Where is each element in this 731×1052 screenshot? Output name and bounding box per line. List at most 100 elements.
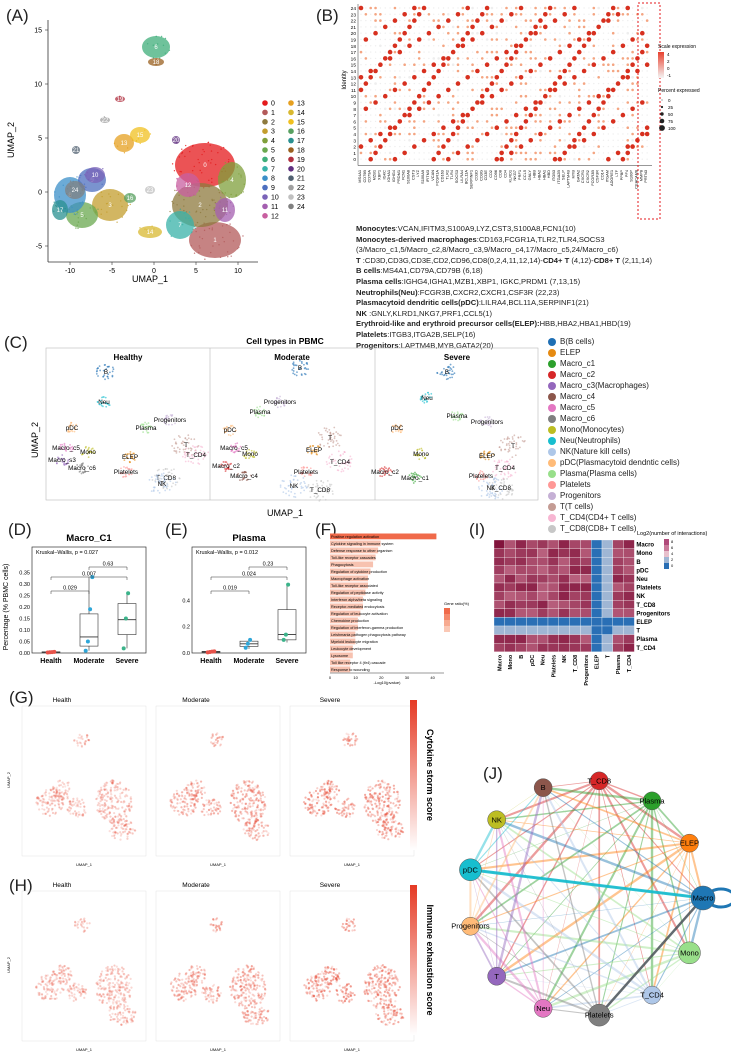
score-point bbox=[367, 799, 371, 802]
score-point bbox=[257, 790, 261, 793]
score-point bbox=[111, 779, 114, 782]
score-point bbox=[103, 801, 106, 805]
expression-dot bbox=[370, 26, 372, 28]
celltype-point bbox=[328, 428, 331, 431]
expression-dot bbox=[442, 120, 445, 123]
celltype-point bbox=[386, 471, 389, 473]
cluster-cell-point bbox=[176, 142, 178, 144]
cluster-cell-point bbox=[198, 245, 200, 247]
celltype-label: Macro_c6 bbox=[68, 465, 96, 472]
celltype-point bbox=[494, 492, 496, 495]
expression-dot bbox=[452, 19, 454, 22]
score-point bbox=[100, 812, 103, 816]
heatmap-cell bbox=[591, 634, 603, 644]
expression-dot bbox=[496, 63, 498, 66]
expression-dot bbox=[500, 127, 503, 129]
expression-dot bbox=[374, 25, 377, 29]
expression-dot bbox=[379, 95, 382, 97]
score-point bbox=[83, 810, 86, 813]
celltype-point bbox=[61, 454, 64, 456]
expression-dot bbox=[389, 7, 391, 9]
celltype-point bbox=[239, 479, 241, 482]
expression-dot bbox=[577, 94, 581, 98]
score-point bbox=[341, 811, 344, 814]
score-point bbox=[251, 786, 254, 790]
expression-dot bbox=[549, 32, 551, 34]
expression-dot bbox=[588, 114, 590, 116]
celltype-point bbox=[322, 481, 325, 484]
score-point bbox=[78, 800, 81, 803]
cluster-legend-swatch bbox=[262, 128, 268, 134]
expression-dot bbox=[646, 26, 648, 28]
expression-dot bbox=[630, 144, 635, 149]
heatmap-cell bbox=[526, 539, 538, 549]
expression-dot bbox=[636, 7, 639, 9]
celltype-point bbox=[66, 462, 69, 465]
score-point bbox=[215, 733, 218, 736]
score-point bbox=[232, 792, 236, 795]
celltype-point bbox=[489, 492, 492, 495]
score-point bbox=[80, 814, 83, 817]
celltype-point bbox=[330, 434, 332, 436]
score-point bbox=[363, 805, 366, 808]
expression-dot bbox=[534, 6, 537, 10]
score-point bbox=[113, 789, 116, 792]
cluster-id-label: 14 bbox=[147, 230, 154, 236]
score-point bbox=[78, 733, 81, 736]
expression-dot bbox=[408, 95, 411, 97]
expression-dot bbox=[631, 113, 634, 117]
expression-dot bbox=[402, 30, 407, 36]
celltype-point bbox=[157, 480, 160, 483]
panel-label-d: (D) bbox=[8, 520, 32, 539]
expression-dot bbox=[484, 87, 490, 93]
celltype-point bbox=[491, 483, 494, 486]
celltype-point bbox=[165, 414, 168, 417]
score-point bbox=[122, 800, 126, 803]
expression-dot bbox=[646, 108, 648, 110]
cluster-cell-point bbox=[193, 252, 196, 254]
score-point bbox=[379, 785, 382, 789]
cluster-cell-point bbox=[196, 221, 199, 224]
expression-dot bbox=[465, 112, 470, 118]
score-point bbox=[49, 804, 52, 807]
expression-dot bbox=[465, 144, 470, 149]
bar-x-label: -Log10(pvalue) bbox=[374, 680, 402, 685]
expression-dot bbox=[447, 63, 450, 66]
expression-dot bbox=[583, 101, 585, 104]
expression-dot bbox=[622, 7, 624, 9]
score-point bbox=[194, 799, 198, 802]
expression-dot bbox=[374, 19, 377, 22]
cluster-cell-point bbox=[221, 225, 224, 227]
score-point bbox=[308, 798, 311, 802]
celltype-point bbox=[506, 493, 509, 496]
score-point bbox=[77, 813, 80, 816]
celltype-point bbox=[303, 482, 306, 485]
expression-dot bbox=[437, 19, 440, 22]
expression-dot bbox=[462, 108, 464, 110]
celltype-point bbox=[499, 492, 502, 494]
score-point bbox=[255, 818, 258, 821]
expression-dot bbox=[476, 127, 479, 129]
expression-dot bbox=[476, 13, 479, 15]
celltype-point bbox=[445, 374, 448, 377]
expression-dot bbox=[437, 76, 440, 79]
celltype-point bbox=[97, 375, 99, 377]
expression-dot bbox=[641, 114, 643, 116]
expression-dot bbox=[365, 127, 367, 129]
cluster-cell-point bbox=[171, 200, 173, 203]
dotplot-gene-label: IGHA1 bbox=[386, 170, 391, 182]
score-point bbox=[186, 783, 189, 787]
expression-dot bbox=[505, 108, 508, 110]
score-point bbox=[103, 788, 106, 791]
score-point bbox=[255, 834, 258, 837]
celltype-point bbox=[124, 473, 127, 476]
legend-label: Macro_c3 bbox=[560, 381, 596, 390]
celltype-point bbox=[248, 457, 250, 460]
expression-dot bbox=[558, 139, 562, 142]
score-point bbox=[389, 801, 392, 804]
celltype-point bbox=[186, 451, 189, 454]
heatmap-cell bbox=[558, 565, 570, 575]
score-point bbox=[200, 810, 203, 813]
umap-y-tick-label: 10 bbox=[34, 82, 42, 89]
score-facet-frame bbox=[155, 705, 281, 857]
